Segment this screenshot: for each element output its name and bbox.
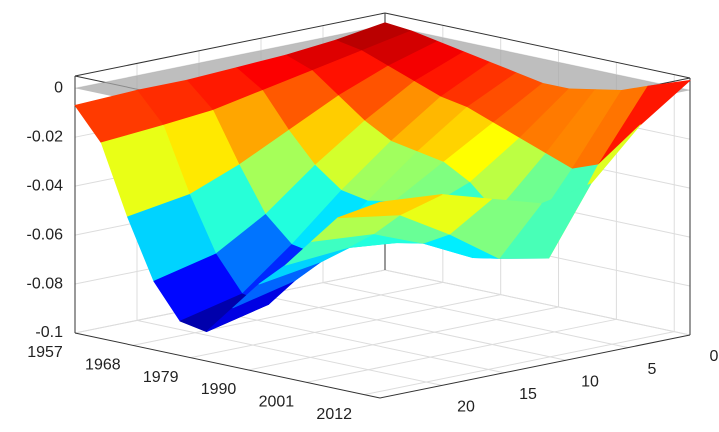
grid-line xyxy=(132,281,443,346)
x-tick-label: 1968 xyxy=(85,357,121,374)
z-tick-label: 0 xyxy=(54,79,63,96)
grid-line xyxy=(322,282,629,349)
grid-line xyxy=(260,294,567,361)
grid-line xyxy=(136,319,443,386)
x-tick-label: 2012 xyxy=(316,406,352,423)
y-tick-label: 20 xyxy=(457,399,475,416)
surface-patch xyxy=(337,194,443,219)
grid-line xyxy=(248,306,559,371)
z-tick-label: -0.02 xyxy=(27,128,64,145)
x-tick-label: 1957 xyxy=(27,344,63,361)
x-tick-label: 1990 xyxy=(201,381,237,398)
grid-line xyxy=(384,269,691,336)
y-tick-label: 15 xyxy=(519,386,537,403)
y-tick-label: 0 xyxy=(710,348,719,365)
x-tick-label: 1979 xyxy=(143,369,179,386)
grid-line xyxy=(306,318,617,383)
y-tick-label: 10 xyxy=(581,373,599,390)
x-tick-label: 2001 xyxy=(259,394,295,411)
axis-box xyxy=(379,334,691,399)
grid-line xyxy=(364,331,675,396)
grid-line xyxy=(190,294,501,359)
axis-box xyxy=(74,332,381,399)
y-tick-label: 5 xyxy=(648,361,657,378)
grid-line xyxy=(198,307,505,374)
axis-box xyxy=(384,12,691,79)
z-tick-label: -0.04 xyxy=(27,177,64,194)
z-tick-label: -0.1 xyxy=(35,324,63,341)
axis-box xyxy=(74,12,386,77)
z-tick-label: -0.06 xyxy=(27,226,64,243)
z-tick-label: -0.08 xyxy=(27,275,64,292)
